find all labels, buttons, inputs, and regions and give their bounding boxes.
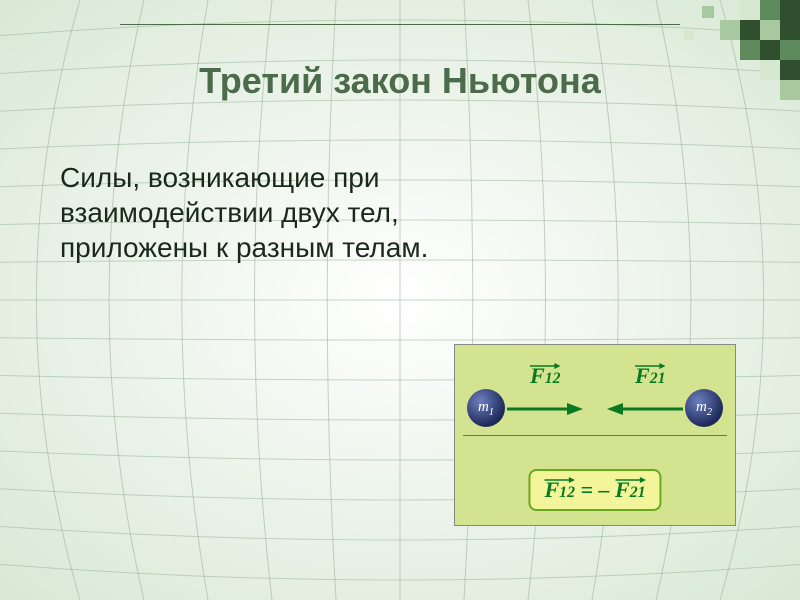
force-f21-arrow-icon (607, 401, 685, 417)
force-f12-label: F12 (530, 363, 561, 389)
mass-2-label: m2 (685, 399, 723, 418)
top-divider-line (120, 24, 680, 25)
equation-equals: = (580, 477, 598, 502)
slide: Третий закон Ньютона Силы, возникающие п… (0, 0, 800, 600)
equation-box: F12 = – F21 (528, 469, 661, 511)
force-f12-arrow-icon (505, 401, 583, 417)
force-f21-label: F21 (635, 363, 666, 389)
slide-title: Третий закон Ньютона (0, 60, 800, 102)
mass-1-label: m1 (467, 399, 505, 418)
slide-body-text: Силы, возникающие при взаимодействии дву… (60, 160, 540, 265)
newton-third-law-figure: m1 m2 F12 F21 (454, 344, 736, 526)
equation-minus: – (599, 477, 610, 502)
figure-baseline (463, 435, 727, 436)
